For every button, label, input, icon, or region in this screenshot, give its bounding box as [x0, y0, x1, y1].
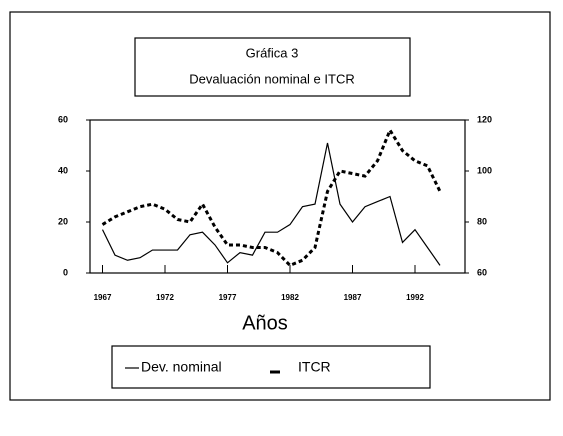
legend-box [111, 345, 431, 389]
y-tick-label: 40 [58, 165, 68, 175]
plot-frame [89, 119, 466, 274]
y2-tick-label: 120 [477, 114, 492, 124]
y-tick-label: 20 [58, 216, 68, 226]
y2-tick-label: 80 [477, 216, 487, 226]
y-tick-label: 60 [58, 114, 68, 124]
x-tick-label: 1992 [406, 293, 424, 302]
x-tick-label: 1987 [344, 293, 362, 302]
x-tick-label: 1967 [94, 293, 112, 302]
outer-frame [9, 11, 551, 401]
series-line [101, 126, 442, 268]
chart-subtitle: Devaluación nominal e ITCR [189, 71, 354, 86]
title-box [134, 37, 411, 97]
series-line [101, 142, 441, 266]
legend-label: Dev. nominal [141, 359, 222, 375]
y-tick-label: 0 [63, 267, 68, 277]
chart-title: Gráfica 3 [246, 45, 299, 60]
legend-label: ITCR [298, 359, 331, 375]
y2-tick-label: 60 [477, 267, 487, 277]
x-tick-label: 1972 [156, 293, 174, 302]
x-tick-label: 1977 [219, 293, 237, 302]
y2-tick-label: 100 [477, 165, 492, 175]
x-axis-title: Años [242, 312, 288, 334]
x-tick-label: 1982 [281, 293, 299, 302]
